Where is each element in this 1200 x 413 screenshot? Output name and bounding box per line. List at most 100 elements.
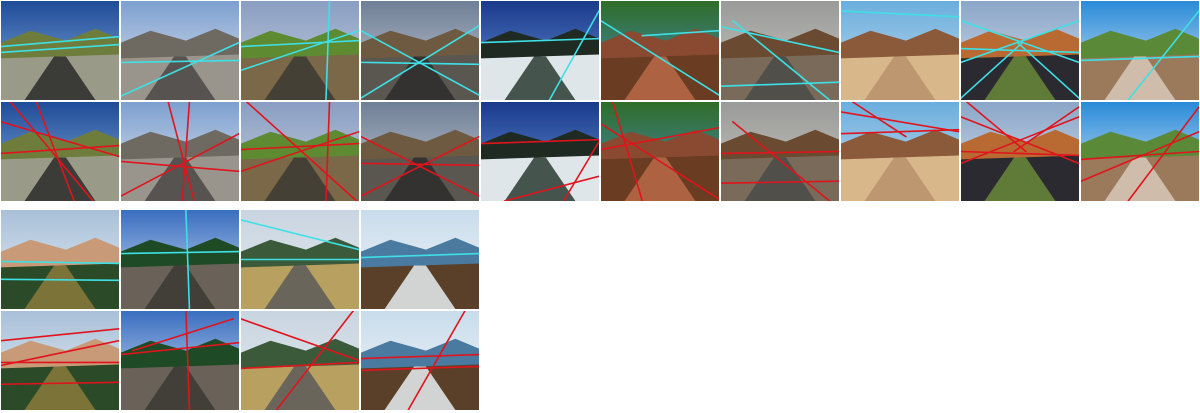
groundtruth-line: [1127, 106, 1199, 201]
prediction-image: [121, 210, 239, 309]
predicted-line: [1016, 41, 1079, 99]
scene-lake-tree-bench: [601, 1, 719, 100]
foreground-feature: [24, 56, 96, 100]
foreground-feature: [264, 157, 336, 201]
foreground-feature: [744, 157, 816, 201]
groundtruth-line: [241, 361, 359, 370]
predicted-line: [641, 29, 719, 37]
groundtruth-line: [852, 102, 907, 138]
groundtruth-line: [601, 126, 719, 151]
predicted-line: [241, 39, 359, 48]
scene-granite-wall-forest: [121, 311, 239, 410]
groundtruth-image: [1081, 102, 1199, 201]
groundtruth-line: [721, 150, 839, 155]
scene-coastal-cliff-sky: [1081, 102, 1199, 201]
prediction-image: [121, 1, 239, 100]
groundtruth-line: [562, 140, 599, 201]
groundtruth-line: [1, 120, 119, 158]
scene-desert-road-cliffs: [121, 1, 239, 100]
predicted-line: [121, 41, 239, 97]
foreground-feature: [264, 56, 336, 100]
scene-cloudy-flat-road: [361, 102, 479, 201]
foreground-feature: [504, 157, 576, 201]
groundtruth-line: [1013, 106, 1079, 153]
groundtruth-line: [241, 318, 359, 362]
groundtruth-line: [966, 102, 1027, 153]
groundtruth-line: [121, 132, 239, 197]
groundtruth-line: [961, 150, 1079, 157]
prediction-image: [721, 1, 839, 100]
groundtruth-line: [732, 120, 831, 201]
scene-desert-sand-dunes: [841, 1, 959, 100]
groundtruth-line: [241, 130, 359, 173]
foreground-feature: [384, 157, 456, 201]
scene-coastal-cliff-sky: [1081, 1, 1199, 100]
foreground-feature: [1104, 157, 1176, 201]
prediction-image: [961, 1, 1079, 100]
foreground-feature: [144, 56, 216, 100]
groundtruth-line: [167, 102, 195, 201]
scene-lake-tree-bench: [601, 102, 719, 201]
foreground-feature: [984, 56, 1056, 100]
prediction-image: [481, 1, 599, 100]
foreground-feature: [24, 157, 96, 201]
prediction-image: [1, 210, 119, 309]
groundtruth-line: [185, 311, 191, 410]
predicted-line: [1127, 10, 1199, 100]
predicted-line: [121, 59, 239, 64]
prediction-image: [841, 1, 959, 100]
foreground-feature: [144, 157, 216, 201]
scene-road-orange-hills: [961, 1, 1079, 100]
prediction-image: [1081, 1, 1199, 100]
prediction-image: [361, 1, 479, 100]
scene-mountain-road-valley: [1, 1, 119, 100]
foreground-feature: [744, 56, 816, 100]
foreground-feature: [24, 366, 96, 410]
groundtruth-image: [121, 311, 239, 410]
groundtruth-line: [35, 102, 75, 201]
groundtruth-image: [481, 102, 599, 201]
groundtruth-line: [481, 138, 599, 145]
scene-snowy-forest-slope: [481, 102, 599, 201]
groundtruth-image: [241, 311, 359, 410]
scene-desert-road-cliffs: [121, 102, 239, 201]
groundtruth-line: [275, 311, 354, 410]
scene-road-orange-hills: [961, 102, 1079, 201]
predicted-line: [601, 19, 719, 96]
predicted-line: [721, 25, 839, 54]
predicted-line: [361, 252, 479, 259]
scene-granite-wall-forest: [121, 210, 239, 309]
predicted-line: [961, 47, 1079, 54]
groundtruth-line: [361, 353, 479, 360]
groundtruth-image: [1, 102, 119, 201]
scene-green-field-road: [241, 102, 359, 201]
scene-half-dome-meadow: [1, 210, 119, 309]
foreground-feature: [24, 265, 96, 309]
foreground-feature: [864, 56, 936, 100]
predicted-line: [1, 278, 119, 282]
predicted-line: [841, 10, 959, 18]
predicted-line: [241, 219, 359, 251]
groundtruth-image: [841, 102, 959, 201]
predicted-line: [961, 41, 1024, 99]
prediction-image: [1, 1, 119, 100]
groundtruth-line: [361, 135, 479, 197]
scene-valley-meadow-person: [241, 210, 359, 309]
scene-lighthouse-coast: [361, 210, 479, 309]
predicted-line: [241, 29, 359, 72]
groundtruth-line: [121, 341, 239, 356]
groundtruth-line: [1081, 130, 1199, 182]
groundtruth-line: [132, 318, 234, 352]
groundtruth-image: [961, 102, 1079, 201]
groundtruth-image: [361, 311, 479, 410]
foreground-feature: [624, 157, 696, 201]
prediction-image: [241, 1, 359, 100]
foreground-feature: [144, 265, 216, 309]
predicted-line: [961, 19, 1079, 64]
groundtruth-image: [1, 311, 119, 410]
predicted-line: [481, 37, 599, 44]
groundtruth-image: [721, 102, 839, 201]
foreground-feature: [384, 56, 456, 100]
groundtruth-line: [1, 144, 119, 155]
